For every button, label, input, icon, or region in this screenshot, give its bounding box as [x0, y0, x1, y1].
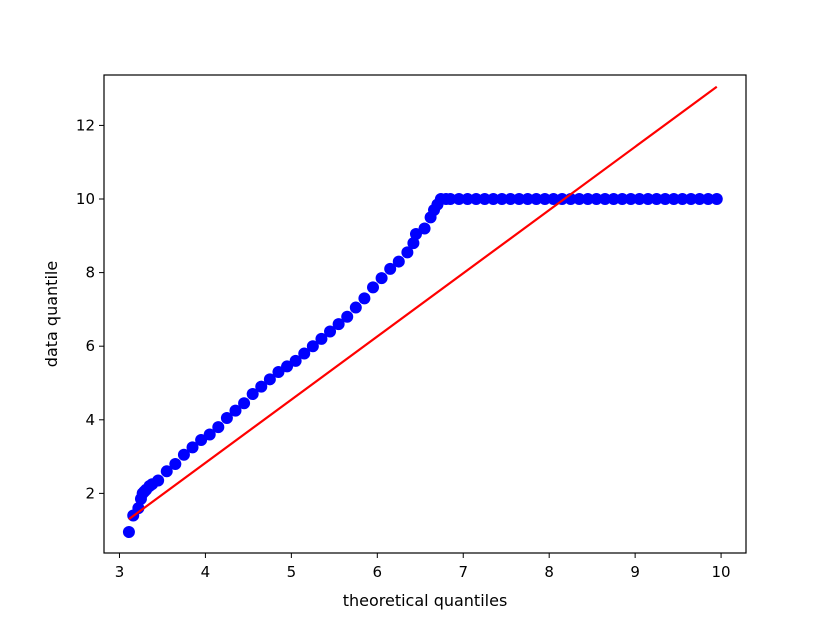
data-point — [160, 465, 173, 478]
data-point — [289, 354, 302, 367]
x-tick-label-1: 4 — [201, 563, 211, 581]
data-point — [461, 193, 474, 206]
data-point — [306, 340, 319, 353]
data-point — [444, 193, 457, 206]
data-point — [315, 332, 328, 345]
data-point — [452, 193, 465, 206]
data-point — [624, 193, 637, 206]
y-axis-label: data quantile — [42, 261, 61, 367]
data-point — [238, 397, 251, 410]
reference-line — [128, 85, 718, 521]
data-point — [470, 193, 483, 206]
data-point — [530, 193, 543, 206]
data-point — [169, 457, 182, 470]
data-point — [650, 193, 663, 206]
data-point — [341, 310, 354, 323]
y-tick-label-4: 10 — [76, 190, 95, 208]
x-tick-label-6: 9 — [630, 563, 640, 581]
data-point — [122, 526, 135, 539]
data-point — [633, 193, 646, 206]
data-point — [478, 193, 491, 206]
data-point — [392, 255, 405, 268]
y-tick-label-2: 6 — [85, 337, 95, 355]
data-point — [409, 227, 422, 240]
data-point — [538, 193, 551, 206]
data-point — [676, 193, 689, 206]
data-point — [573, 193, 586, 206]
data-point — [332, 318, 345, 331]
plot-marks — [122, 85, 723, 539]
data-point — [659, 193, 672, 206]
data-point — [272, 365, 285, 378]
data-point — [487, 193, 500, 206]
data-point — [684, 193, 697, 206]
axes-frame — [103, 74, 747, 554]
data-point — [504, 193, 517, 206]
data-point — [152, 474, 165, 487]
x-tick-label-2: 5 — [287, 563, 297, 581]
data-point — [367, 281, 380, 294]
data-point — [667, 193, 680, 206]
y-tick-label-1: 4 — [85, 411, 95, 429]
data-point — [281, 360, 294, 373]
data-point — [607, 193, 620, 206]
data-point — [599, 193, 612, 206]
data-point — [418, 222, 431, 235]
data-point — [186, 441, 199, 454]
data-point — [642, 193, 655, 206]
data-point — [212, 421, 225, 434]
data-point — [581, 193, 594, 206]
data-point — [693, 193, 706, 206]
data-point — [710, 193, 723, 206]
data-point — [495, 193, 508, 206]
y-tick-label-5: 12 — [76, 116, 95, 134]
data-point — [384, 262, 397, 275]
data-point — [349, 301, 362, 314]
data-point — [255, 380, 268, 393]
data-point — [521, 193, 534, 206]
y-axis-ticks: 2 4 6 8 10 12 — [76, 116, 104, 502]
data-point — [358, 292, 371, 305]
x-tick-label-4: 7 — [458, 563, 468, 581]
data-point — [590, 193, 603, 206]
x-tick-label-5: 8 — [544, 563, 554, 581]
x-tick-label-7: 10 — [712, 563, 731, 581]
data-point — [298, 347, 311, 360]
data-point — [407, 237, 420, 250]
x-axis-label: theoretical quantiles — [343, 591, 508, 610]
data-point — [375, 272, 388, 285]
data-point — [220, 411, 233, 424]
x-axis-ticks: 3 4 5 6 7 8 9 10 — [115, 553, 731, 581]
data-point — [246, 388, 259, 401]
data-point — [229, 404, 242, 417]
data-point — [616, 193, 629, 206]
data-point — [547, 193, 560, 206]
data-point — [401, 246, 414, 259]
data-point — [324, 325, 337, 338]
y-tick-label-0: 2 — [85, 484, 95, 502]
data-point — [177, 448, 190, 461]
data-point — [702, 193, 715, 206]
x-tick-label-0: 3 — [115, 563, 125, 581]
data-point — [195, 434, 208, 447]
data-point — [263, 373, 276, 386]
data-point — [513, 193, 526, 206]
data-point — [203, 428, 216, 441]
x-tick-label-3: 6 — [373, 563, 383, 581]
y-tick-label-3: 8 — [85, 264, 95, 282]
